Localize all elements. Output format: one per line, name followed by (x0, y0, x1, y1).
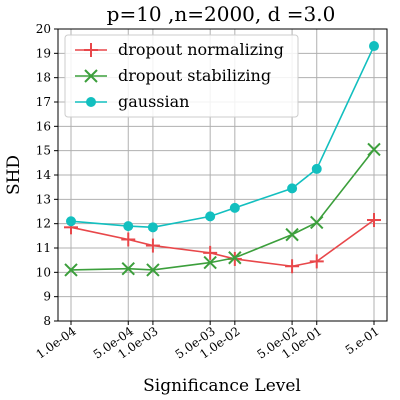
x-tick-label: 1.0e-04 (33, 324, 79, 362)
series-line (70, 148, 375, 271)
marker-stroke (285, 227, 299, 242)
marker-stroke (203, 255, 217, 270)
legend-item: dropout normalizing (75, 40, 284, 59)
data-point (64, 263, 78, 277)
data-point (123, 221, 134, 232)
x-axis: 1.0e-04 5.0e-041.0e-03 5.0e-031.0e-02 5.0e-… (33, 321, 382, 362)
marker-stroke (228, 251, 242, 265)
data-point (121, 232, 136, 247)
legend-marker (84, 69, 98, 83)
data-point (287, 183, 298, 194)
series-layer (64, 41, 381, 277)
y-tick-label: 15 (36, 144, 51, 158)
marker-stroke (64, 263, 78, 277)
y-tick-label: 14 (36, 168, 52, 182)
data-point (146, 263, 160, 277)
marker-stroke (146, 263, 160, 277)
legend-box (64, 34, 299, 118)
legend-marker (86, 97, 96, 107)
y-tick-label: 12 (36, 217, 51, 231)
legend: dropout normalizing dropout stabilizing ga… (64, 34, 299, 118)
data-point (367, 142, 381, 157)
data-point (367, 213, 381, 228)
data-point (285, 227, 299, 242)
marker-stroke (310, 215, 324, 230)
y-tick-label: 16 (36, 119, 51, 133)
data-point (229, 202, 240, 213)
x-axis-label: Significance Level (143, 376, 301, 396)
legend-label: dropout normalizing (118, 40, 284, 59)
y-tick-label: 20 (36, 22, 51, 36)
y-tick-label: 18 (36, 71, 51, 85)
y-tick-label: 10 (36, 265, 51, 279)
legend-item: dropout stabilizing (75, 66, 271, 85)
data-point (369, 41, 379, 52)
series-line (70, 219, 375, 268)
x-tick-label: 5.e-01 (343, 324, 382, 357)
y-tick-label: 17 (36, 95, 51, 109)
y-tick-label: 9 (43, 290, 51, 304)
data-point (311, 163, 322, 174)
data-point (121, 261, 135, 276)
legend-item: gaussian (75, 92, 189, 111)
legend-label: dropout stabilizing (118, 66, 271, 85)
data-point (309, 254, 324, 269)
series-1 (64, 142, 381, 277)
chart-title: p=10 ,n=2000, d =3.0 (107, 2, 336, 26)
y-axis: 8 9 10 11 12 13 14 15 16 17 18 19 20 (36, 22, 58, 328)
series-0 (64, 213, 381, 274)
data-point (145, 238, 160, 253)
data-point (310, 215, 324, 230)
legend-label: gaussian (118, 92, 189, 111)
y-axis-label: SHD (4, 155, 24, 195)
marker-stroke (84, 69, 98, 83)
data-point (203, 245, 218, 260)
series-2 (66, 41, 379, 233)
marker-stroke (367, 142, 381, 157)
marker-stroke (121, 261, 135, 276)
y-tick-label: 11 (36, 241, 51, 255)
y-tick-label: 13 (36, 192, 51, 206)
data-point (228, 251, 242, 265)
data-point (285, 259, 300, 274)
data-point (147, 222, 158, 233)
legend-marker (84, 43, 98, 57)
data-point (203, 255, 217, 270)
y-tick-label: 8 (43, 314, 51, 328)
data-point (66, 216, 76, 227)
y-tick-label: 19 (36, 46, 51, 60)
data-point (205, 211, 216, 222)
